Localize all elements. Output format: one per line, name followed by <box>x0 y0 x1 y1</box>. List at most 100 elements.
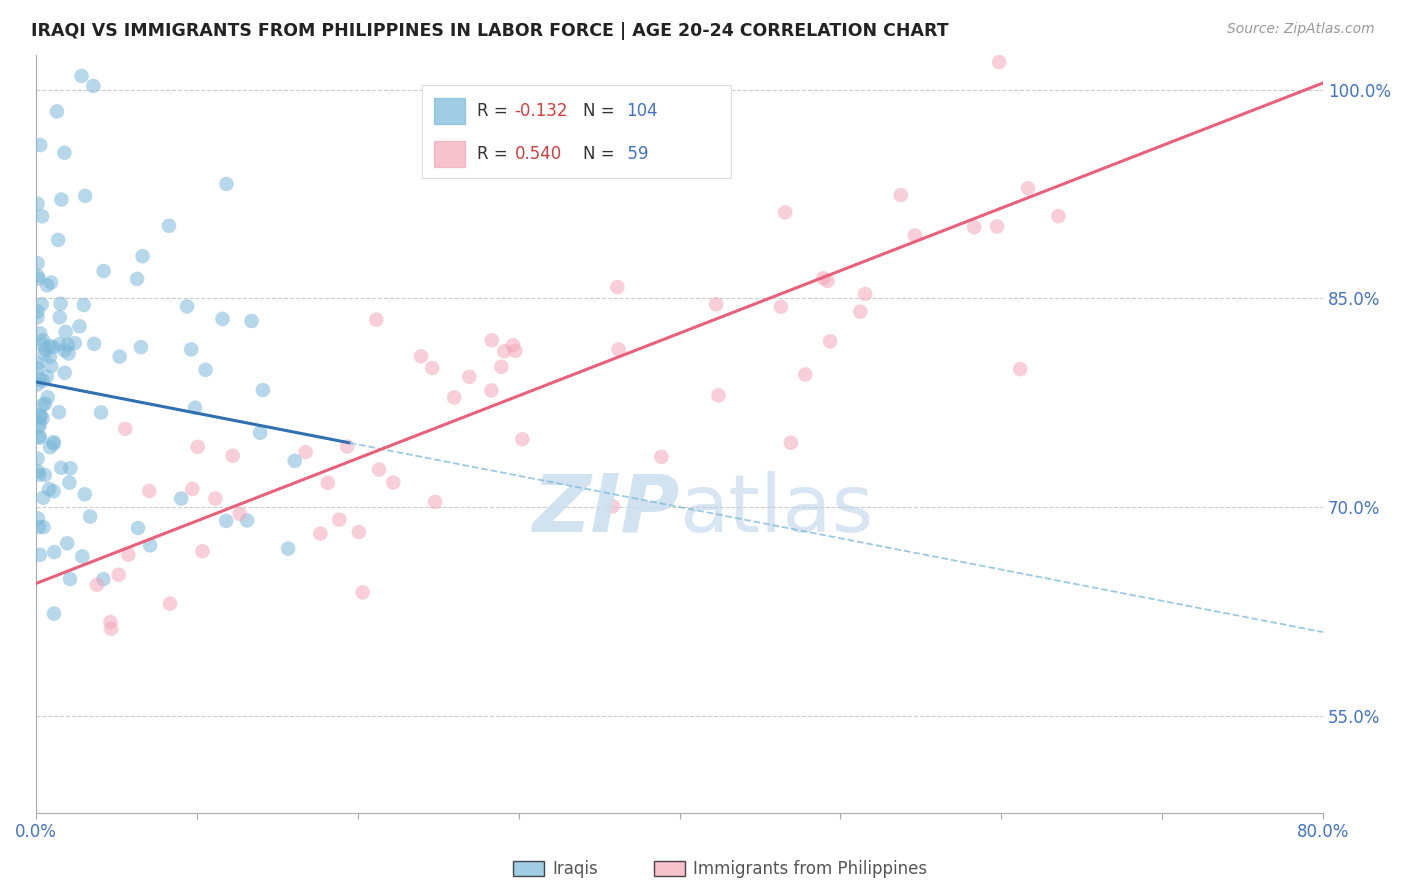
Point <box>59 572 82 586</box>
Point <box>813 271 835 285</box>
Point <box>606 280 628 294</box>
Point <box>27 511 49 525</box>
Point <box>27 304 49 318</box>
Point <box>42 435 65 450</box>
Text: 59: 59 <box>617 145 648 163</box>
Text: N =: N = <box>582 102 620 120</box>
Point <box>28 417 51 431</box>
Point <box>44 545 66 559</box>
Point <box>42 340 65 354</box>
Point <box>1017 181 1039 195</box>
Point <box>420 361 443 376</box>
Point <box>86 578 108 592</box>
Point <box>53 343 76 358</box>
Point <box>352 585 374 599</box>
Point <box>963 220 986 235</box>
Point <box>769 300 792 314</box>
Point <box>39 276 62 290</box>
Bar <box>434 98 465 124</box>
Point <box>117 548 139 562</box>
Point <box>82 78 104 93</box>
Text: atlas: atlas <box>679 471 875 549</box>
Point <box>366 312 388 326</box>
Text: Iraqis: Iraqis <box>553 860 599 878</box>
Point <box>27 268 49 283</box>
Point <box>30 409 52 423</box>
Point <box>818 334 841 349</box>
Point <box>83 336 105 351</box>
Point <box>215 177 238 191</box>
Point <box>100 615 122 629</box>
Point <box>368 462 391 476</box>
Point <box>27 310 49 325</box>
Point <box>184 401 207 415</box>
Point <box>794 368 817 382</box>
Point <box>59 461 82 475</box>
Point <box>31 297 53 311</box>
Point <box>180 343 202 357</box>
Point <box>34 468 56 483</box>
Point <box>48 310 70 325</box>
Point <box>409 349 432 363</box>
Point <box>49 296 72 310</box>
Point <box>79 509 101 524</box>
Point <box>56 338 79 352</box>
Point <box>249 425 271 440</box>
Point <box>38 482 60 496</box>
Point <box>491 359 513 374</box>
Point <box>277 541 299 556</box>
Point <box>28 430 51 444</box>
Point <box>90 405 112 419</box>
Point <box>284 454 307 468</box>
Point <box>458 369 481 384</box>
Point <box>494 344 516 359</box>
Point <box>73 298 96 312</box>
Point <box>34 347 56 361</box>
Text: -0.132: -0.132 <box>515 102 568 120</box>
Point <box>1010 362 1032 376</box>
Point <box>27 377 49 392</box>
Point <box>294 445 316 459</box>
Point <box>170 491 193 506</box>
Point <box>988 55 1011 70</box>
Text: 0.540: 0.540 <box>515 145 562 163</box>
Point <box>32 491 55 505</box>
Point <box>510 432 533 446</box>
Point <box>28 372 51 386</box>
Point <box>853 286 876 301</box>
Point <box>38 350 60 364</box>
Point <box>252 383 274 397</box>
Point <box>51 193 73 207</box>
Point <box>481 333 503 347</box>
Point <box>176 299 198 313</box>
Point <box>127 272 149 286</box>
Point <box>309 526 332 541</box>
Point <box>93 572 115 586</box>
Point <box>481 384 503 398</box>
Point <box>1047 209 1070 223</box>
Point <box>222 449 245 463</box>
Point <box>316 475 339 490</box>
Point <box>27 196 49 211</box>
Point <box>34 397 56 411</box>
Point <box>28 420 51 434</box>
Point <box>607 343 630 357</box>
Point <box>31 210 53 224</box>
Point <box>139 538 162 552</box>
Point <box>129 340 152 354</box>
Point <box>131 249 153 263</box>
Point <box>100 622 122 636</box>
Point <box>30 138 52 153</box>
Point <box>28 548 51 562</box>
Point <box>108 350 131 364</box>
Point <box>93 264 115 278</box>
Point <box>204 491 226 506</box>
Point <box>779 435 801 450</box>
Point <box>240 314 263 328</box>
Point <box>502 338 524 352</box>
Point <box>127 521 149 535</box>
Point <box>194 363 217 377</box>
Point <box>443 391 465 405</box>
Point <box>34 342 56 356</box>
Point <box>58 475 80 490</box>
